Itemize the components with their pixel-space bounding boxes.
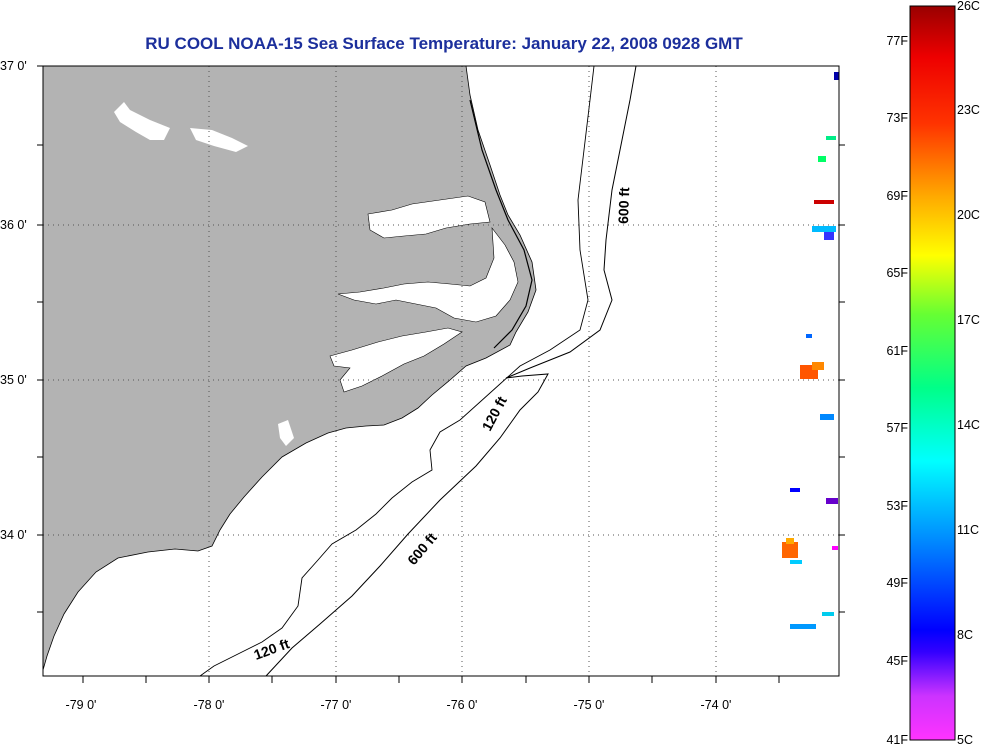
albemarle-sound: [367, 195, 491, 239]
sst-patches: [782, 72, 839, 629]
colorbar-gradient: [909, 5, 956, 741]
lon-label-74: -74 0': [700, 698, 732, 712]
outer-banks: [469, 99, 533, 349]
lat-label-34: 34 0': [0, 528, 27, 542]
map-frame: [42, 65, 840, 677]
inland-lake-3: [278, 420, 294, 446]
colorbar-f-73: 73F: [886, 111, 908, 125]
colorbar-f-41: 41F: [886, 733, 908, 747]
colorbar-c-26: 26C: [957, 0, 980, 13]
colorbar-f-61: 61F: [886, 344, 908, 358]
colorbar-c-14: 14C: [957, 418, 980, 432]
lon-label-77: -77 0': [320, 698, 352, 712]
lat-label-36: 36 0': [0, 218, 27, 232]
colorbar-f-77: 77F: [886, 34, 908, 48]
colorbar-c-20: 20C: [957, 208, 980, 222]
lat-label-37: 37 0': [0, 59, 27, 73]
contour-600ft: [265, 65, 637, 677]
axis-ticks: [37, 65, 845, 683]
colorbar-f-53: 53F: [886, 499, 908, 513]
colorbar-c-8: 8C: [957, 628, 973, 642]
lon-label-78: -78 0': [193, 698, 225, 712]
lon-label-79: -79 0': [65, 698, 97, 712]
colorbar-f-69: 69F: [886, 189, 908, 203]
lon-label-76: -76 0': [446, 698, 478, 712]
lon-label-75: -75 0': [573, 698, 605, 712]
contour-label-600-north: 600 ft: [615, 187, 632, 224]
colorbar-f-65: 65F: [886, 266, 908, 280]
colorbar-c-5: 5C: [957, 733, 973, 747]
neuse-river: [329, 327, 463, 393]
contour-120ft: [199, 65, 595, 677]
inland-lake-2: [190, 128, 248, 152]
map-title: RU COOL NOAA-15 Sea Surface Temperature:…: [145, 34, 743, 53]
colorbar-f-45: 45F: [886, 654, 908, 668]
colorbar-f-57: 57F: [886, 421, 908, 435]
colorbar-c-23: 23C: [957, 103, 980, 117]
colorbar-f-49: 49F: [886, 576, 908, 590]
inland-lake: [114, 102, 170, 140]
colorbar-c-17: 17C: [957, 313, 980, 327]
pamlico-sound: [337, 227, 519, 323]
colorbar-c-11: 11C: [957, 523, 980, 537]
lat-label-35: 35 0': [0, 373, 27, 387]
graticule: [43, 66, 839, 676]
